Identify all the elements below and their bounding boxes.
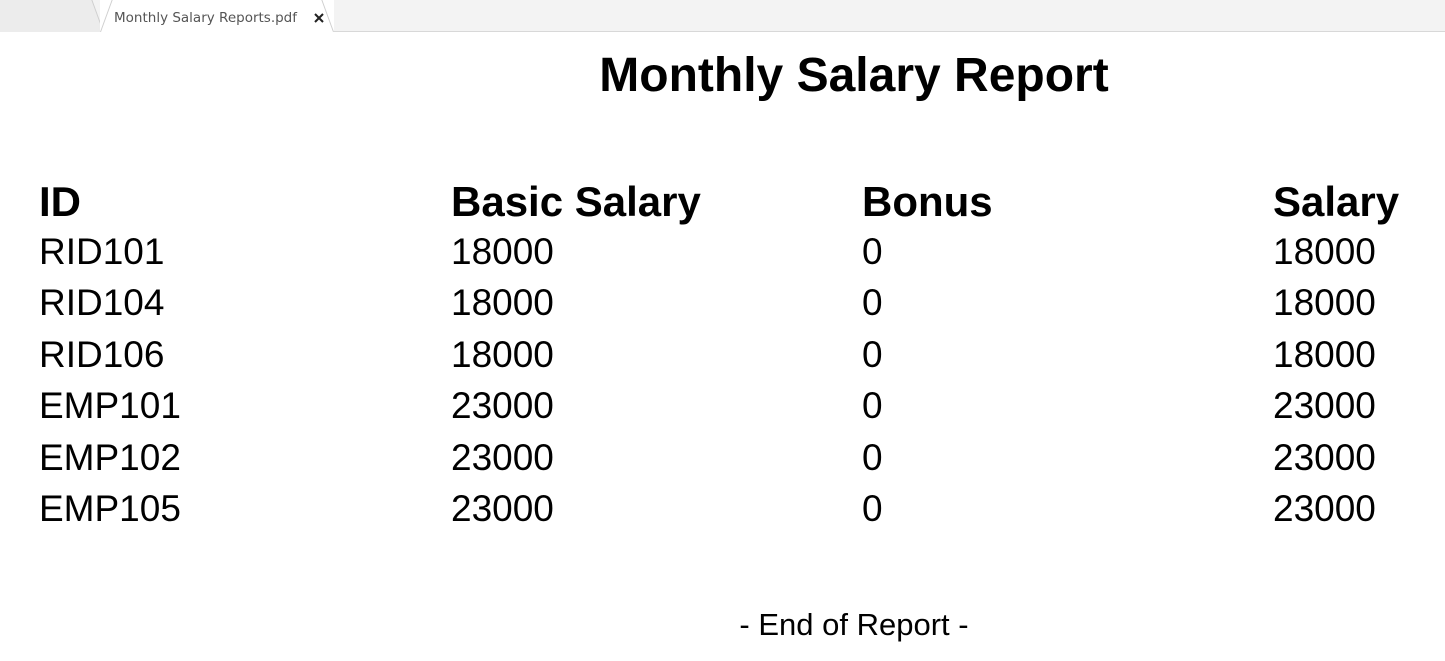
column-header-basic-salary: Basic Salary [451, 178, 701, 225]
column-header-bonus: Bonus [862, 178, 993, 225]
cell-id: RID104 [39, 282, 165, 324]
column-header-id: ID [39, 178, 81, 225]
cell-basic-salary: 23000 [451, 487, 554, 529]
cell-salary: 18000 [1273, 333, 1376, 375]
cell-salary: 18000 [1273, 231, 1376, 272]
cell-salary: 23000 [1273, 436, 1376, 478]
cell-bonus: 0 [862, 333, 883, 375]
cell-basic-salary: 23000 [451, 385, 554, 427]
tab-empty[interactable] [0, 0, 105, 32]
cell-bonus: 0 [862, 487, 883, 529]
pdf-page: Monthly Salary Report ID Basic Salary Bo… [0, 32, 1445, 661]
cell-bonus: 0 [862, 282, 883, 324]
column-header-salary: Salary [1273, 178, 1400, 225]
cell-id: RID106 [39, 333, 165, 375]
cell-salary: 23000 [1273, 487, 1376, 529]
cell-bonus: 0 [862, 385, 883, 427]
tab-bar: Monthly Salary Reports.pdf [0, 0, 1445, 33]
cell-basic-salary: 18000 [451, 333, 554, 375]
cell-bonus: 0 [862, 436, 883, 478]
cell-basic-salary: 18000 [451, 282, 554, 324]
cell-basic-salary: 18000 [451, 231, 554, 272]
close-icon[interactable] [312, 11, 326, 25]
tab-title: Monthly Salary Reports.pdf [114, 10, 298, 26]
cell-id: RID101 [39, 231, 165, 272]
cell-salary: 23000 [1273, 385, 1376, 427]
cell-salary: 18000 [1273, 282, 1376, 324]
cell-bonus: 0 [862, 231, 883, 272]
cell-id: EMP105 [39, 487, 181, 529]
cell-id: EMP101 [39, 385, 181, 427]
report-footer: - End of Report - [739, 607, 969, 642]
report-title: Monthly Salary Report [599, 49, 1109, 102]
cell-id: EMP102 [39, 436, 181, 478]
cell-basic-salary: 23000 [451, 436, 554, 478]
tab-monthly-salary-reports[interactable]: Monthly Salary Reports.pdf [100, 0, 334, 33]
